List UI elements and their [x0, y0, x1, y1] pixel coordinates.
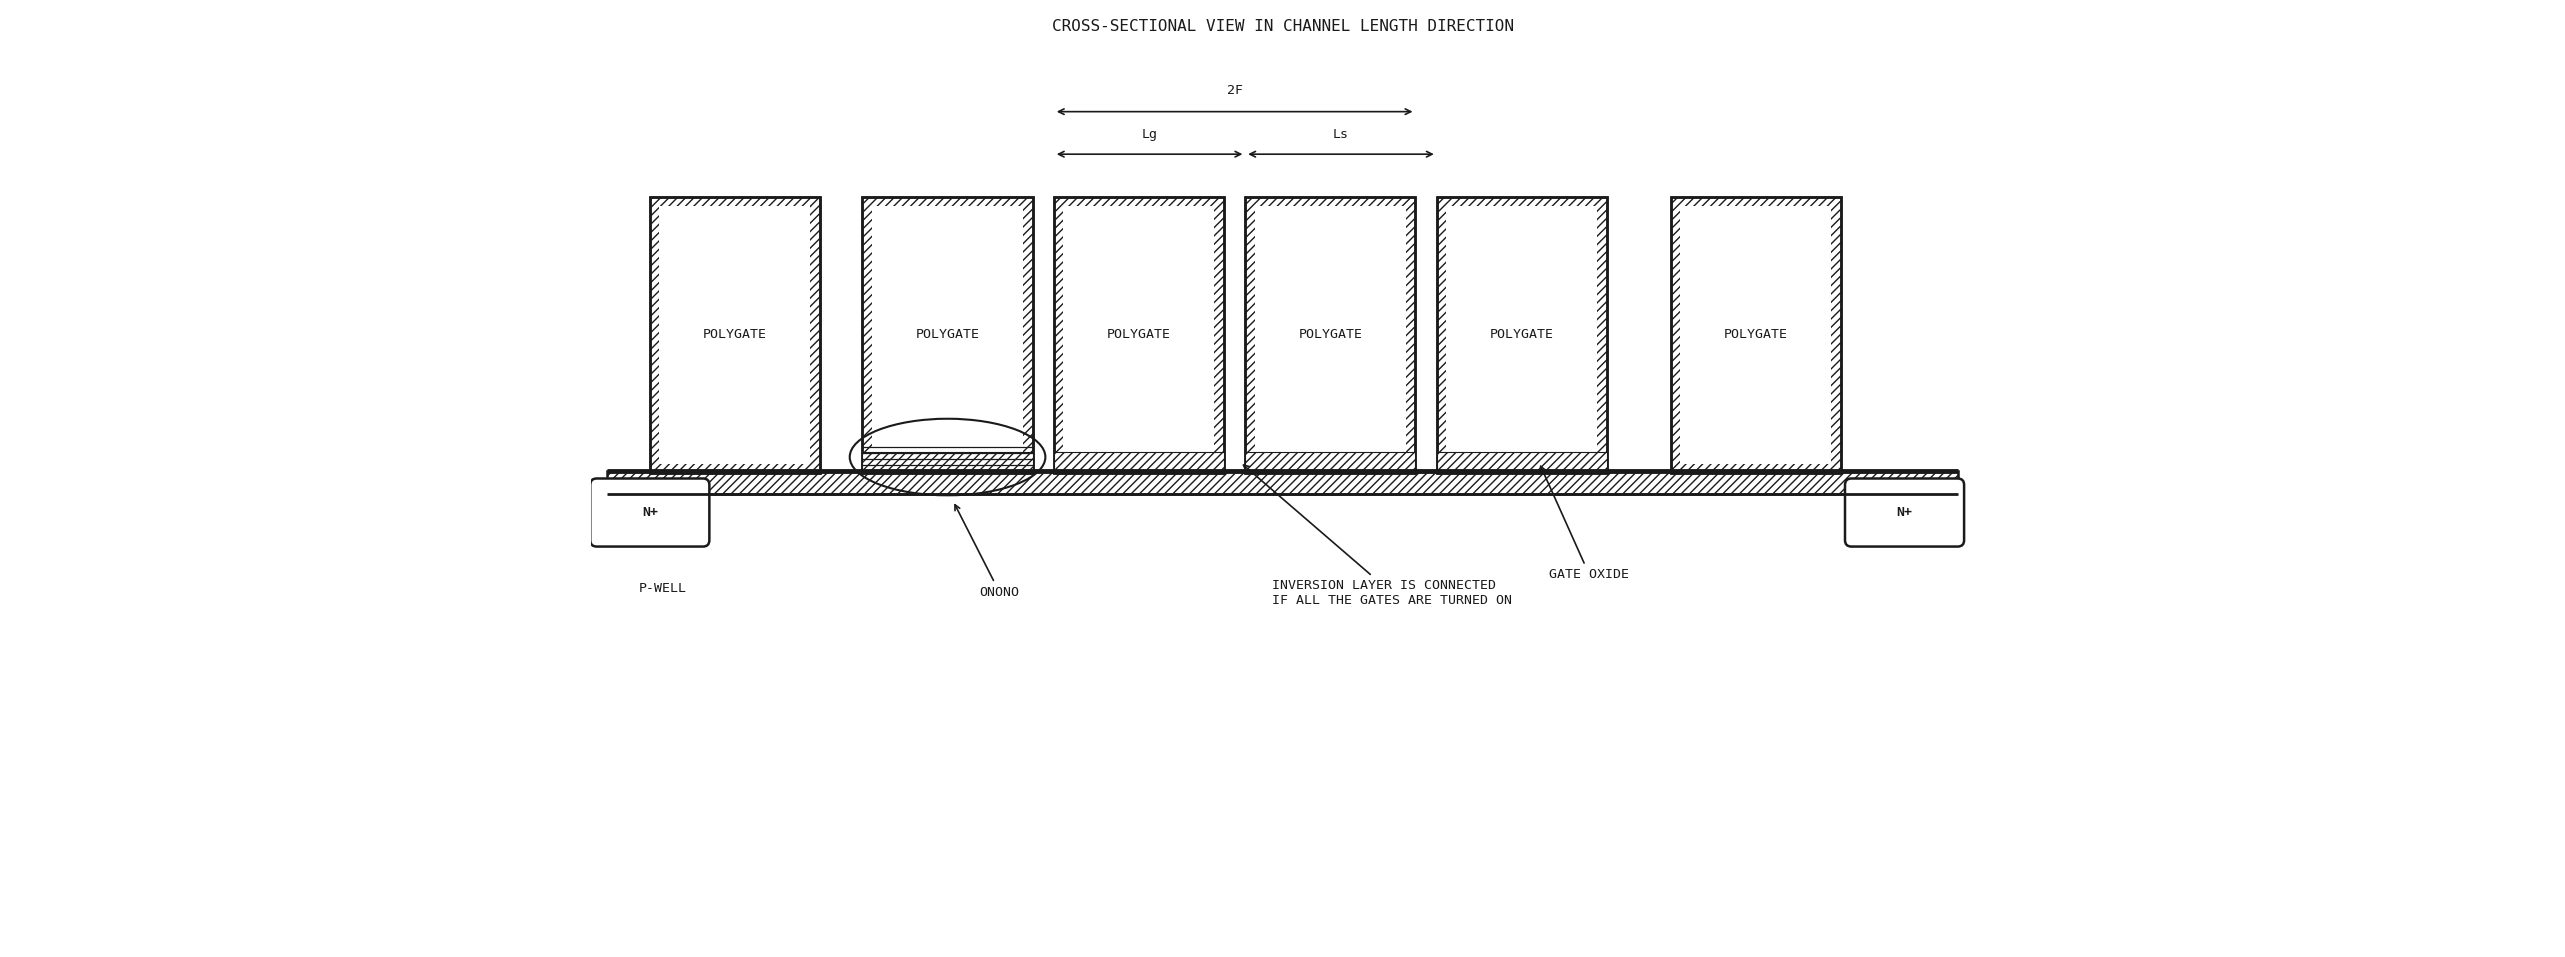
Text: ONONO: ONONO	[954, 504, 1018, 599]
Text: POLYGATE: POLYGATE	[1298, 328, 1362, 342]
Bar	[862, 453, 1034, 472]
Text: POLYGATE: POLYGATE	[1108, 328, 1172, 342]
Bar	[1436, 453, 1606, 472]
Bar	[649, 197, 821, 473]
Text: N+: N+	[1896, 506, 1913, 519]
Bar	[1054, 197, 1224, 473]
Bar	[1054, 197, 1224, 473]
Bar	[1244, 197, 1416, 473]
Text: INVERSION LAYER IS CONNECTED
IF ALL THE GATES ARE TURNED ON: INVERSION LAYER IS CONNECTED IF ALL THE …	[1244, 465, 1511, 607]
Text: CROSS-SECTIONAL VIEW IN CHANNEL LENGTH DIRECTION: CROSS-SECTIONAL VIEW IN CHANNEL LENGTH D…	[1052, 19, 1513, 34]
Text: P-WELL: P-WELL	[639, 582, 687, 594]
Bar	[1670, 197, 1842, 473]
Bar	[862, 197, 1034, 473]
Bar	[1064, 207, 1213, 463]
FancyBboxPatch shape	[1844, 478, 1965, 546]
Text: 2F: 2F	[1226, 84, 1241, 97]
Bar	[1670, 197, 1842, 473]
Bar	[1436, 197, 1606, 473]
Bar	[872, 207, 1023, 463]
Bar	[1254, 207, 1406, 463]
Bar	[1680, 207, 1831, 463]
Text: POLYGATE: POLYGATE	[916, 328, 980, 342]
Bar	[1436, 197, 1606, 473]
Bar	[862, 197, 1034, 473]
Text: Ls: Ls	[1334, 128, 1349, 142]
Text: POLYGATE: POLYGATE	[703, 328, 767, 342]
Bar	[1054, 453, 1224, 472]
Text: N+: N+	[641, 506, 657, 519]
Text: POLYGATE: POLYGATE	[1724, 328, 1788, 342]
Text: POLYGATE: POLYGATE	[1490, 328, 1554, 342]
Bar	[1244, 197, 1416, 473]
Bar	[1244, 453, 1416, 472]
Bar	[1447, 207, 1598, 463]
FancyBboxPatch shape	[590, 478, 711, 546]
Bar	[649, 197, 821, 473]
Text: GATE OXIDE: GATE OXIDE	[1542, 466, 1629, 581]
Bar	[608, 471, 1957, 495]
Bar	[659, 207, 811, 463]
Text: Lg: Lg	[1141, 128, 1157, 142]
